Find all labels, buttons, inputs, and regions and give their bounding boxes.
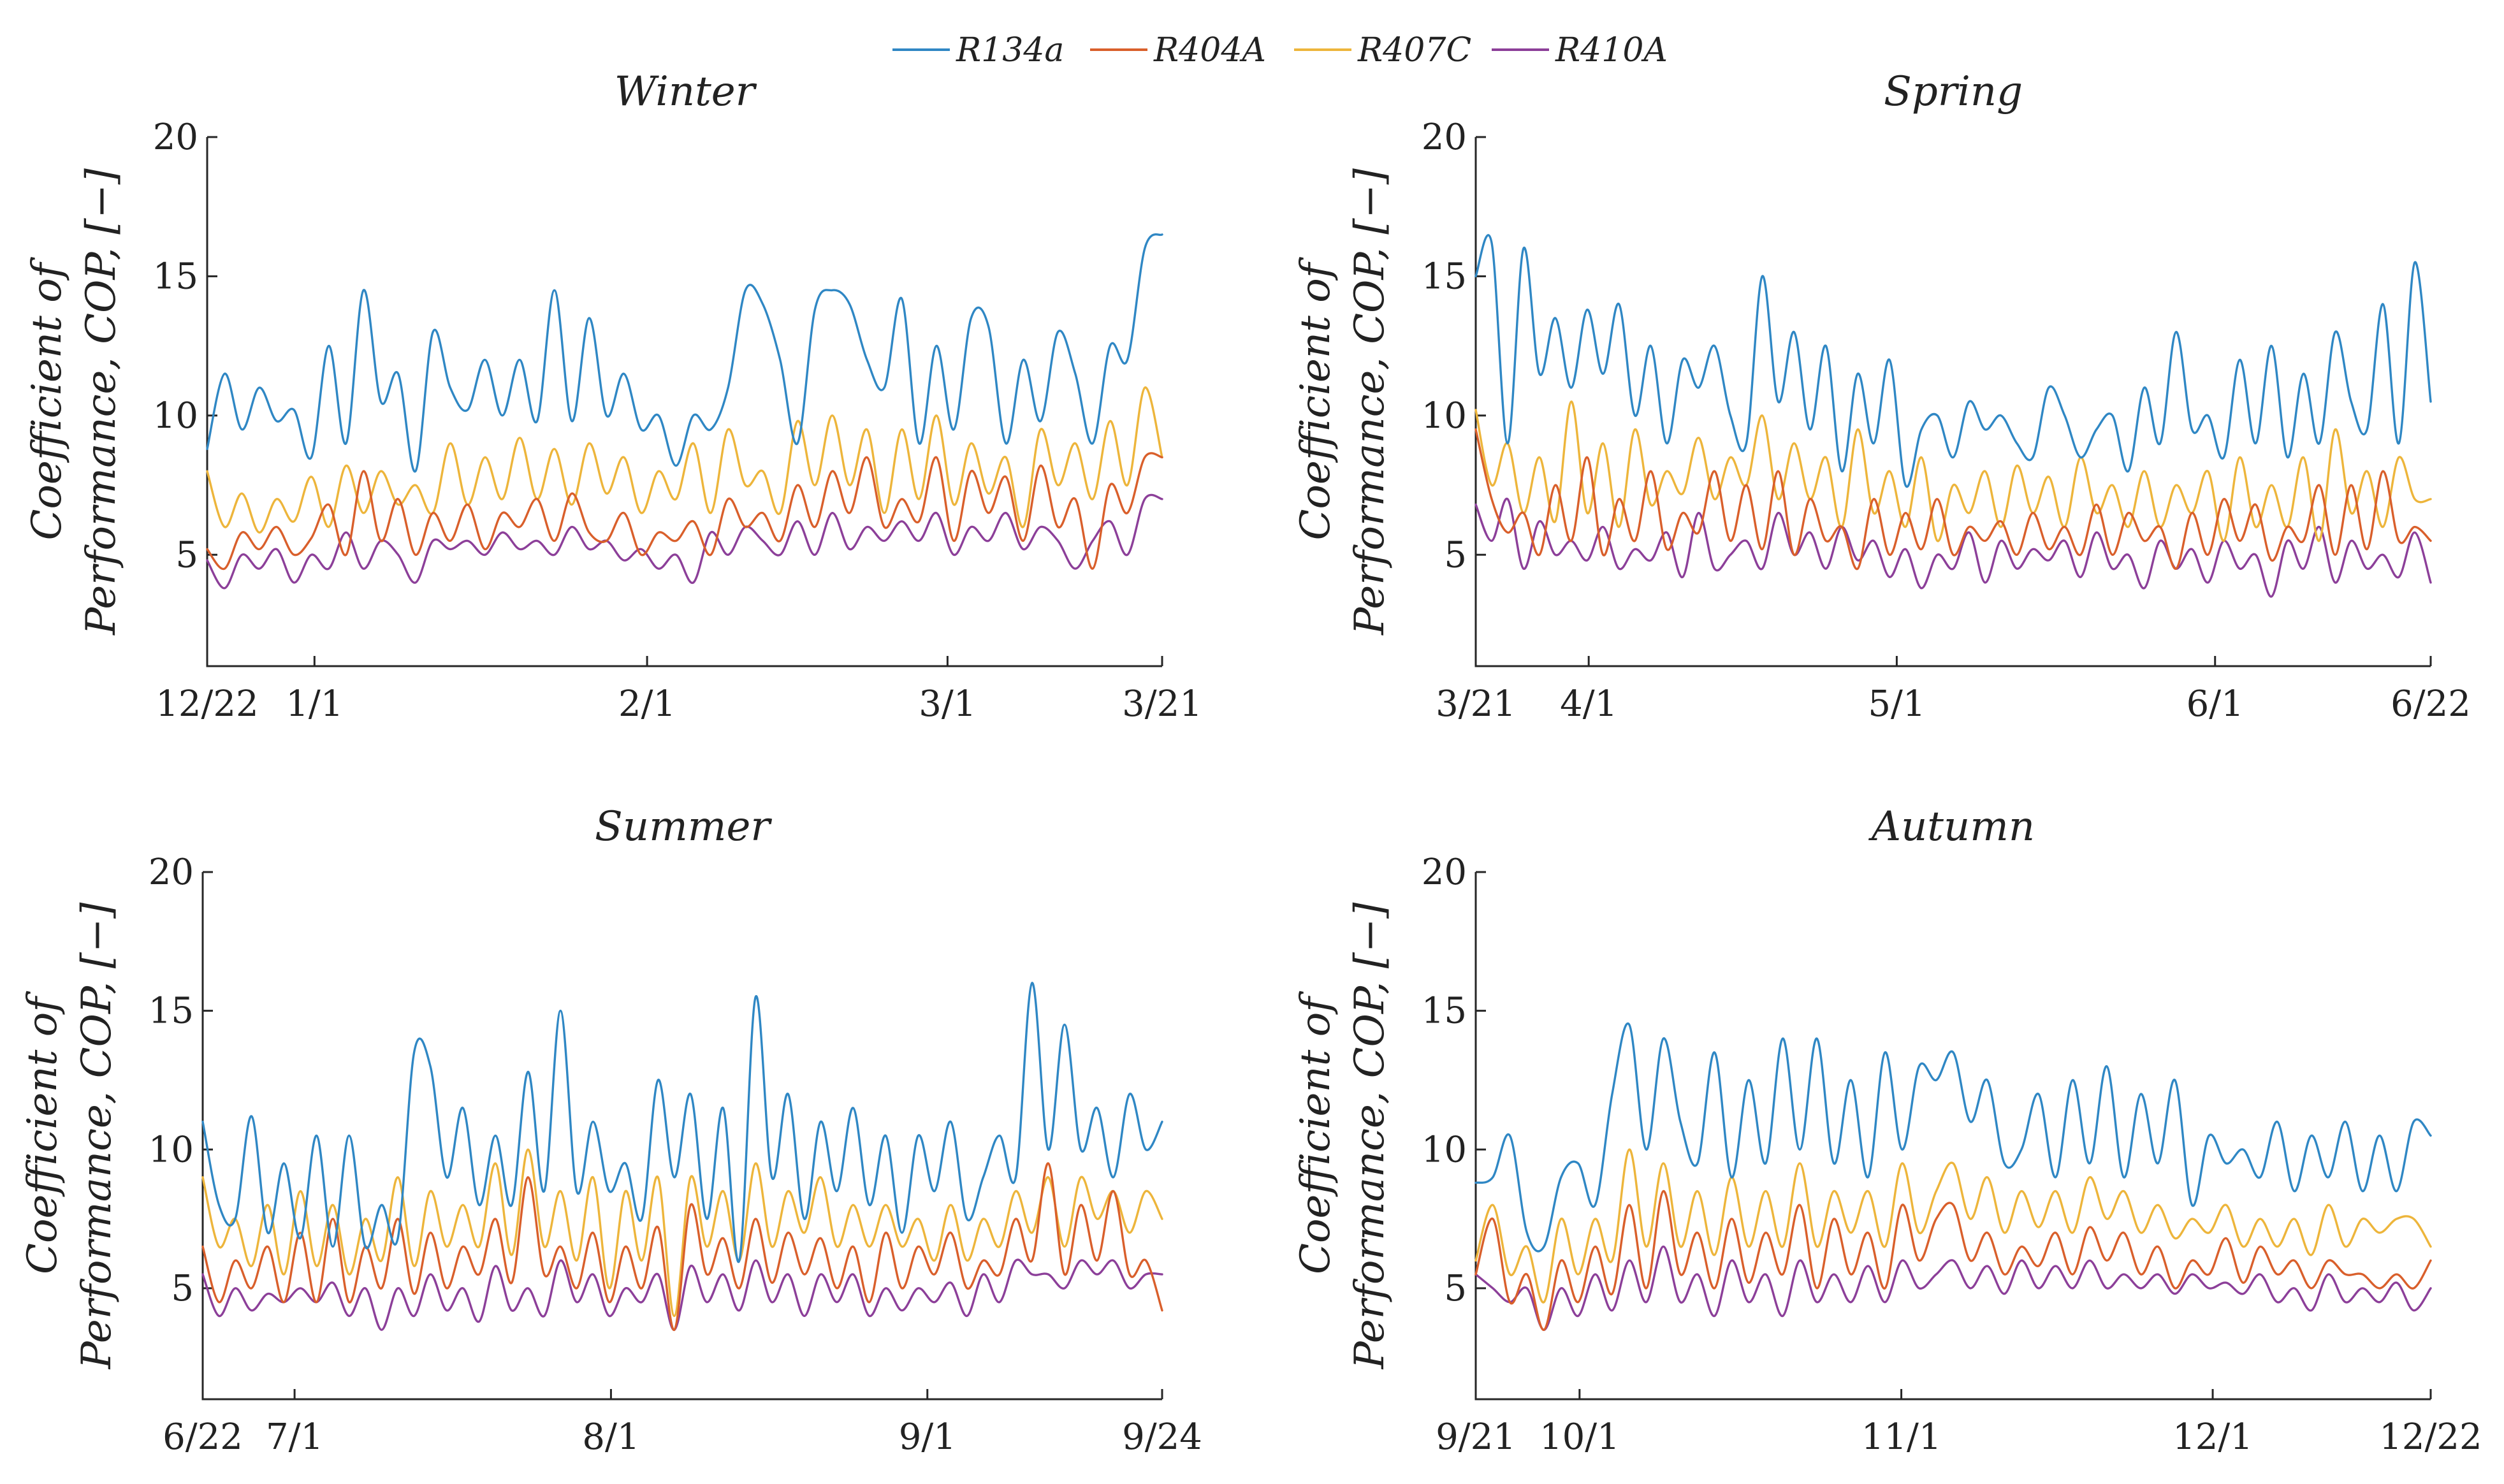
y-tick-label: 5 [1444, 1268, 1467, 1309]
x-tick-label: 6/1 [2187, 683, 2244, 725]
y-axis-label-line2: Performance, COP, [−] [1346, 902, 1394, 1370]
series-line-r134a [201, 982, 1163, 1263]
axis-lines [206, 137, 1162, 667]
y-tick-label: 5 [175, 534, 198, 576]
x-tick-label: 12/22 [156, 683, 258, 725]
y-tick-label: 10 [153, 395, 198, 437]
legend-entry-r404a: R404A [1090, 31, 1266, 69]
panel-title: Autumn [1868, 803, 2035, 850]
chart-panels: Winter 5 10 15 20 12/22 1/1 2/1 3/1 3/21 Coefficie… [19, 68, 2482, 1458]
y-axis-label-line1: Coefficient of [1292, 256, 1339, 540]
x-tick-label: 6/22 [2391, 683, 2471, 725]
legend-label: R407C [1357, 31, 1471, 69]
x-tick-label: 3/1 [919, 683, 976, 725]
y-tick-label: 20 [153, 117, 198, 158]
y-tick-label: 20 [149, 852, 194, 893]
x-tick-label: 3/21 [1436, 683, 1516, 725]
panel-winter: Winter 5 10 15 20 12/22 1/1 2/1 3/1 3/21 Coefficie… [24, 68, 1202, 725]
series-line-r410a [206, 493, 1163, 590]
x-tick-label: 11/1 [1861, 1416, 1942, 1458]
y-tick-label: 20 [1422, 852, 1467, 893]
series-line-r407c [206, 386, 1163, 534]
x-tick-label: 1/1 [286, 683, 343, 725]
y-axis-label-line2: Performance, COP, [−] [78, 168, 125, 636]
x-tick-label: 3/21 [1122, 683, 1202, 725]
panel-title: Summer [595, 803, 772, 850]
series-line-r410a [1474, 498, 2432, 598]
x-tick-label: 4/1 [1560, 683, 1617, 725]
legend: R134a R404A R407C R410A [892, 31, 1668, 69]
y-tick-label: 10 [1422, 395, 1467, 437]
x-tick-label: 9/1 [899, 1416, 956, 1458]
y-axis-label-line1: Coefficient of [19, 991, 66, 1274]
x-tick-label: 9/21 [1436, 1416, 1516, 1458]
series-line-r404a [1474, 428, 2432, 570]
y-tick-label: 20 [1422, 117, 1467, 158]
axis-lines [1474, 137, 2431, 667]
x-tick-label: 9/24 [1122, 1416, 1202, 1458]
y-tick-label: 10 [149, 1129, 194, 1170]
y-tick-label: 5 [1444, 534, 1467, 576]
x-tick-label: 6/22 [163, 1416, 243, 1458]
x-tick-label: 12/1 [2173, 1416, 2253, 1458]
y-tick-label: 15 [149, 991, 194, 1032]
x-tick-label: 7/1 [266, 1416, 323, 1458]
x-tick-label: 12/22 [2379, 1416, 2482, 1458]
series-line-r404a [206, 452, 1163, 570]
panel-spring: Spring 5 10 15 20 3/21 4/1 5/1 6/1 6/22 Coefficien… [1292, 68, 2471, 725]
x-tick-label: 5/1 [1868, 683, 1925, 725]
panel-autumn: Autumn 5 10 15 20 9/21 10/1 11/1 12/1 12/22 Coeffi… [1292, 803, 2482, 1458]
series-line-r134a [206, 233, 1163, 472]
y-axis-label-line2: Performance, COP, [−] [73, 902, 120, 1370]
series-line-r134a [1474, 1022, 2432, 1253]
x-tick-label: 8/1 [582, 1416, 639, 1458]
series-line-r407c [201, 1148, 1163, 1318]
axis-lines [1474, 872, 2431, 1400]
series-line-r410a [1474, 1245, 2432, 1331]
panel-title: Winter [615, 68, 757, 115]
series-line-r407c [1474, 400, 2432, 542]
panel-summer: Summer 5 10 15 20 6/22 7/1 8/1 9/1 9/24 Coefficien… [19, 803, 1202, 1458]
series-line-r410a [201, 1258, 1163, 1331]
y-tick-label: 10 [1422, 1129, 1467, 1170]
series-line-r407c [1474, 1148, 2432, 1304]
x-tick-label: 10/1 [1540, 1416, 1620, 1458]
legend-label: R134a [956, 31, 1064, 69]
legend-label: R410A [1555, 31, 1668, 69]
panel-title: Spring [1884, 68, 2023, 115]
x-tick-label: 2/1 [618, 683, 676, 725]
y-tick-label: 15 [1422, 991, 1467, 1032]
legend-entry-r410a: R410A [1492, 31, 1668, 69]
y-axis-label-line1: Coefficient of [24, 256, 71, 540]
series-line-r404a [201, 1162, 1163, 1331]
legend-entry-r407c: R407C [1294, 31, 1471, 69]
y-axis-label-line1: Coefficient of [1292, 991, 1339, 1274]
y-tick-label: 15 [1422, 256, 1467, 297]
y-tick-label: 5 [171, 1268, 194, 1309]
y-axis-label-line2: Performance, COP, [−] [1346, 168, 1394, 636]
y-tick-label: 15 [153, 256, 198, 297]
legend-entry-r134a: R134a [892, 31, 1064, 69]
series-line-r404a [1474, 1189, 2432, 1331]
series-line-r134a [1474, 234, 2432, 488]
legend-label: R404A [1153, 31, 1266, 69]
